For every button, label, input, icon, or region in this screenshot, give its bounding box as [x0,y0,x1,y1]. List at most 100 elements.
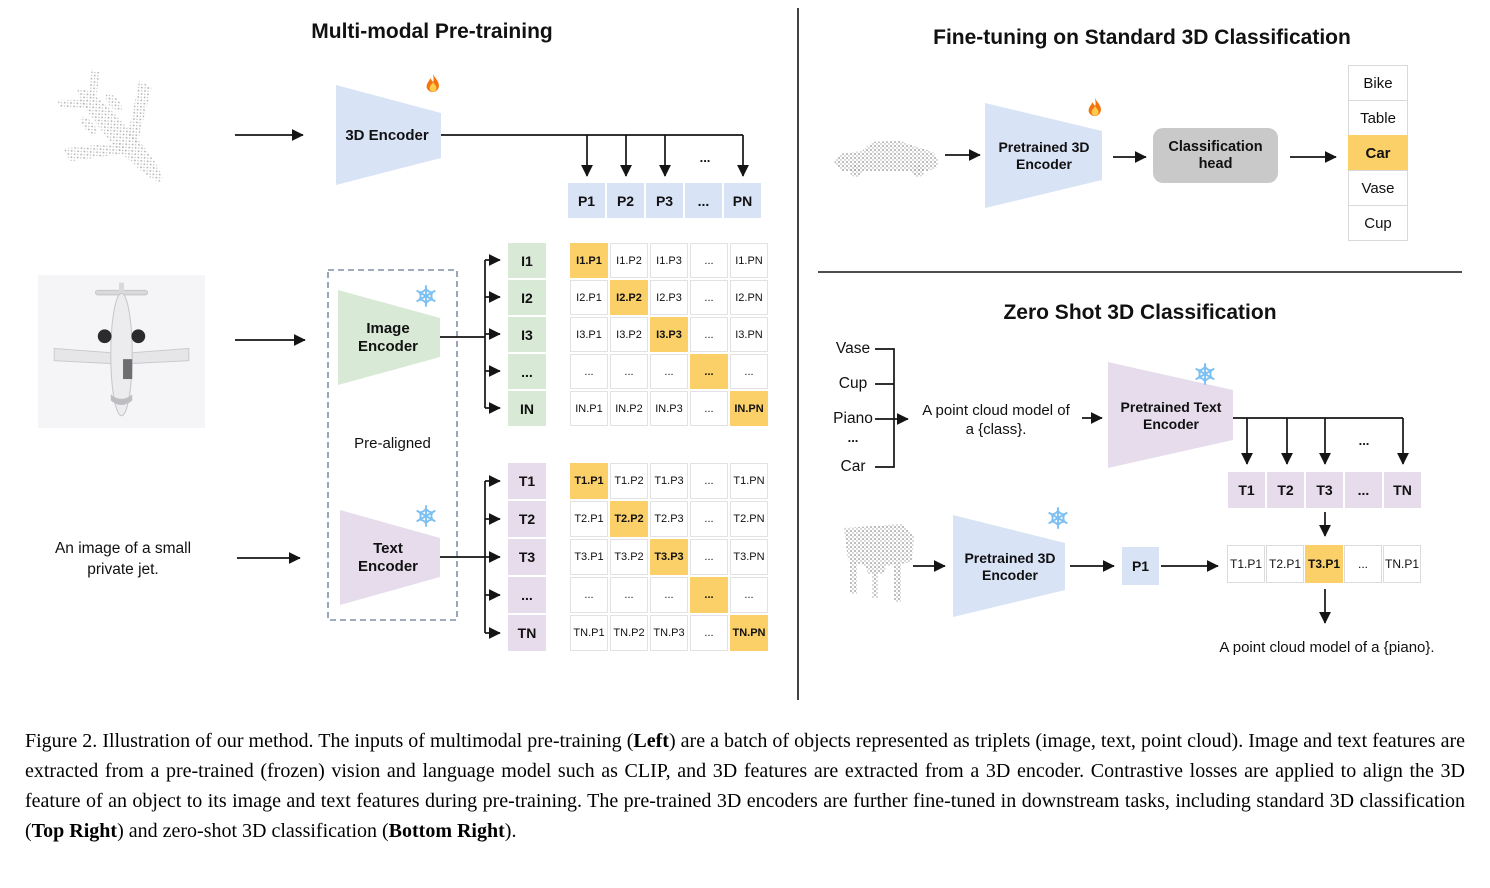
similarity-cell: ... [730,577,768,613]
similarity-cell: T2.P2 [610,501,648,537]
pretrained-3d-encoder-label: Pretrained 3D Encoder [998,139,1090,172]
caption-segment: ). [504,820,517,842]
similarity-cell: ... [650,577,688,613]
fire-icon [420,72,446,98]
p1-feature-box: P1 [1122,547,1159,585]
similarity-cell: ... [690,354,728,389]
fire-icon [1082,96,1108,122]
similarity-cell: TN.P3 [650,615,688,651]
text-similarity-matrix: T1.P1 T1.P2 T1.P3... T1.PN T2.P1 T2.P2 T2.P3..… [570,463,768,651]
similarity-cell: T3.P3 [650,539,688,575]
caption-bold-segment: Top Right [31,820,118,842]
figure-caption: Figure 2. Illustration of our method. Th… [25,726,1465,846]
result-cell: T3.P1 [1305,545,1343,583]
similarity-cell: ... [610,577,648,613]
finetune-section-title: Fine-tuning on Standard 3D Classificatio… [933,26,1351,49]
text-row-label: T1 [508,463,546,499]
car-pointcloud-icon [834,141,938,177]
image-feature-column: I1 I2 I3... IN [508,243,546,426]
similarity-cell: ... [610,354,648,389]
similarity-cell: ... [690,391,728,426]
similarity-cell: I1.PN [730,243,768,278]
snowflake-icon [1046,506,1070,530]
encoder-3d-shape [336,85,441,185]
similarity-cell: I3.PN [730,317,768,352]
similarity-cell: T1.PN [730,463,768,499]
class-item: Bike [1348,65,1408,101]
p-cell: P1 [568,183,605,218]
airplane-photo-icon [38,275,205,428]
snowflake-icon [414,284,438,308]
similarity-cell: I2.P1 [570,280,608,315]
similarity-cell: I3.P3 [650,317,688,352]
caption-segment: Figure 2. Illustration of our method. Th… [25,730,634,752]
similarity-cell: ... [690,280,728,315]
image-row-label: ... [508,354,546,389]
text-row-label: T2 [508,501,546,537]
similarity-cell: ... [570,577,608,613]
similarity-cell: ... [690,615,728,651]
t-cell: T1 [1228,472,1265,508]
similarity-cell: I2.P2 [610,280,648,315]
class-item: Vase [1348,170,1408,206]
caption-bold-segment: Left [633,730,669,752]
similarity-cell: TN.P2 [610,615,648,651]
result-cell: ... [1344,545,1382,583]
text-encoder-shape [340,510,440,605]
image-row-label: I2 [508,280,546,315]
zero-shot-class: Car [840,458,866,475]
caption-segment: ) are a batch of objects represented as … [25,730,1465,842]
zero-shot-class: Piano [833,410,873,427]
text-row-label: ... [508,577,546,613]
similarity-cell: IN.PN [730,391,768,426]
similarity-cell: T3.PN [730,539,768,575]
snowflake-icon [1193,362,1217,386]
text-row-label: T3 [508,539,546,575]
similarity-cell: I1.P1 [570,243,608,278]
similarity-cell: IN.P1 [570,391,608,426]
prompt-template-text: A point cloud model of a {class}. [922,402,1070,438]
p-cell: P2 [607,183,644,218]
image-row-label: I3 [508,317,546,352]
similarity-cell: I2.PN [730,280,768,315]
similarity-cell: T3.P2 [610,539,648,575]
zero-shot-class: Vase [835,340,871,357]
encoder-3d-label: 3D Encoder [345,127,429,144]
prealigned-label: Pre-aligned [354,435,431,452]
text-input-caption: An image of a small private jet. [54,540,192,578]
pretrained-text-encoder-label: Pretrained Text Encoder [1120,399,1222,432]
t-cell: ... [1345,472,1382,508]
left-section-title: Multi-modal Pre-training [311,20,553,43]
pretrained-text-encoder-shape [1108,362,1233,468]
similarity-cell: ... [690,539,728,575]
image-encoder-shape [338,290,440,385]
image-row-label: I1 [508,243,546,278]
ellipsis-label: ... [1358,433,1370,448]
zero-shot-class: ... [847,430,859,445]
prealigned-dashed-box [327,269,458,621]
similarity-cell: T2.PN [730,501,768,537]
similarity-cell: T1.P3 [650,463,688,499]
zs-pretrained-3d-encoder-label: Pretrained 3D Encoder [964,550,1056,583]
class-list-bracket [875,348,895,468]
similarity-result-row: T1.P1 T2.P1 T3.P1... TN.P1 [1227,545,1421,583]
similarity-cell: TN.P1 [570,615,608,651]
similarity-cell: ... [690,317,728,352]
zeroshot-section-title: Zero Shot 3D Classification [1003,301,1277,324]
class-item: Table [1348,100,1408,136]
caption-segment: ) and zero-shot 3D classification ( [117,820,389,842]
image-similarity-matrix: I1.P1 I1.P2 I1.P3... I1.PN I2.P1 I2.P2 I2.P3..… [570,243,768,426]
text-feature-row: T1 T2 T3... TN [1228,472,1421,508]
pretrained-3d-encoder-shape [985,103,1102,208]
similarity-cell: ... [690,243,728,278]
p-feature-row: P1 P2 P3... PN [568,183,761,218]
result-cell: TN.P1 [1383,545,1421,583]
zeroshot-result-text: A point cloud model of a {piano}. [1219,639,1435,656]
t-cell: T3 [1306,472,1343,508]
similarity-cell: T3.P1 [570,539,608,575]
similarity-cell: I1.P3 [650,243,688,278]
text-encoder-label: Text Encoder [357,540,418,575]
p-cell: P3 [646,183,683,218]
